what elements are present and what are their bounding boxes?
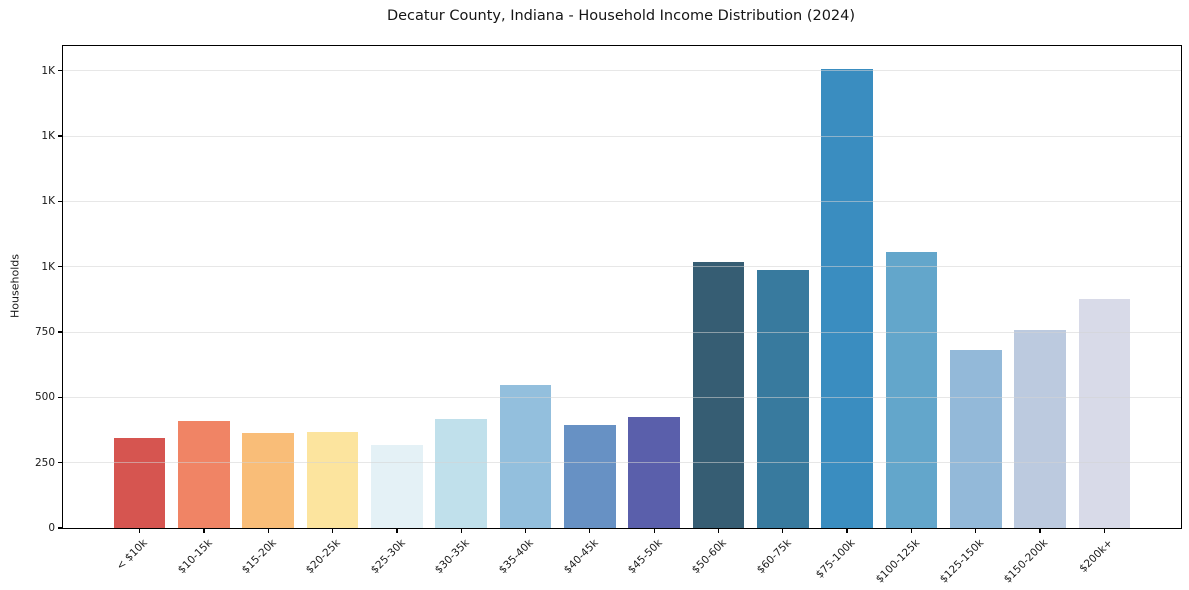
gridline <box>63 266 1181 268</box>
y-tick-label: 1K <box>41 130 55 143</box>
x-tick-mark <box>396 528 398 533</box>
y-tick-mark <box>58 200 63 203</box>
x-tick-label: $15-20k <box>239 537 279 577</box>
x-tick-mark <box>653 528 655 533</box>
y-tick-label: 1K <box>41 260 55 273</box>
x-tick-mark <box>138 528 141 533</box>
x-tick-label: $125-150k <box>937 537 987 586</box>
gridline <box>63 200 1181 202</box>
bar <box>113 437 166 528</box>
x-tick-label: $150-200k <box>1002 537 1051 586</box>
bar <box>371 445 423 528</box>
x-tick-mark <box>910 528 913 533</box>
x-tick-label: $200k+ <box>1077 537 1115 575</box>
y-tick-mark <box>58 331 63 333</box>
x-tick-label: $20-25k <box>303 537 344 577</box>
bar <box>692 262 745 528</box>
bar <box>821 68 873 528</box>
y-axis-label: Households <box>8 254 22 318</box>
y-tick-mark <box>58 396 63 399</box>
x-tick-mark <box>1039 528 1041 533</box>
chart-title: Decatur County, Indiana - Household Inco… <box>386 8 856 24</box>
x-tick-label: $75-100k <box>813 537 858 581</box>
y-tick-label: 500 <box>34 391 55 404</box>
y-tick-mark <box>58 527 63 529</box>
x-tick-label: $10-15k <box>175 537 215 577</box>
gridline <box>63 70 1181 72</box>
x-tick-mark <box>524 528 527 533</box>
plot-area: 0 250 500 750 1K 1K 1K 1K < $10k $10-15k $15-20k $2… <box>35 45 1182 586</box>
x-tick-label: $60-75k <box>754 537 794 577</box>
x-tick-mark <box>782 528 784 533</box>
x-tick-mark <box>717 528 720 533</box>
y-tick-label: 1K <box>41 64 55 77</box>
x-tick-label: < $10k <box>114 537 151 573</box>
y-tick-mark <box>58 462 63 464</box>
gridline <box>63 396 1181 398</box>
y-tick-label: 750 <box>34 326 55 339</box>
x-tick-mark <box>975 528 977 533</box>
bar <box>885 251 938 528</box>
bar <box>1014 329 1066 528</box>
y-tick-mark <box>58 135 63 137</box>
y-tick-mark <box>58 266 63 268</box>
bar <box>950 349 1002 528</box>
bar <box>242 432 294 528</box>
x-tick-label: $40-45k <box>561 537 601 577</box>
bar <box>628 417 680 528</box>
bar <box>564 425 616 528</box>
x-tick-mark <box>589 528 591 533</box>
bar <box>757 269 809 528</box>
x-tick-label: $50-60k <box>689 537 729 577</box>
x-tick-mark <box>846 528 848 533</box>
x-tick-mark <box>203 528 205 533</box>
x-tick-mark <box>267 528 269 533</box>
x-tick-mark <box>460 528 462 533</box>
bar <box>435 419 487 528</box>
x-tick-mark <box>1103 528 1106 533</box>
bar <box>178 420 230 528</box>
y-tick-label: 1K <box>41 195 55 208</box>
x-tick-mark <box>331 528 334 533</box>
x-tick-label: $100-125k <box>873 537 922 586</box>
gridline <box>63 135 1181 137</box>
x-tick-label: $30-35k <box>432 537 472 577</box>
x-tick-label: $35-40k <box>496 537 537 577</box>
gridline <box>63 462 1181 464</box>
bar <box>1078 299 1131 528</box>
bar <box>499 385 552 528</box>
y-tick-label: 0 <box>48 522 55 534</box>
y-tick-label: 250 <box>34 456 55 469</box>
x-tick-label: $25-30k <box>368 537 408 577</box>
x-tick-label: $45-50k <box>625 537 665 577</box>
gridline <box>63 331 1181 333</box>
y-tick-mark <box>58 70 63 72</box>
bar <box>306 431 359 528</box>
